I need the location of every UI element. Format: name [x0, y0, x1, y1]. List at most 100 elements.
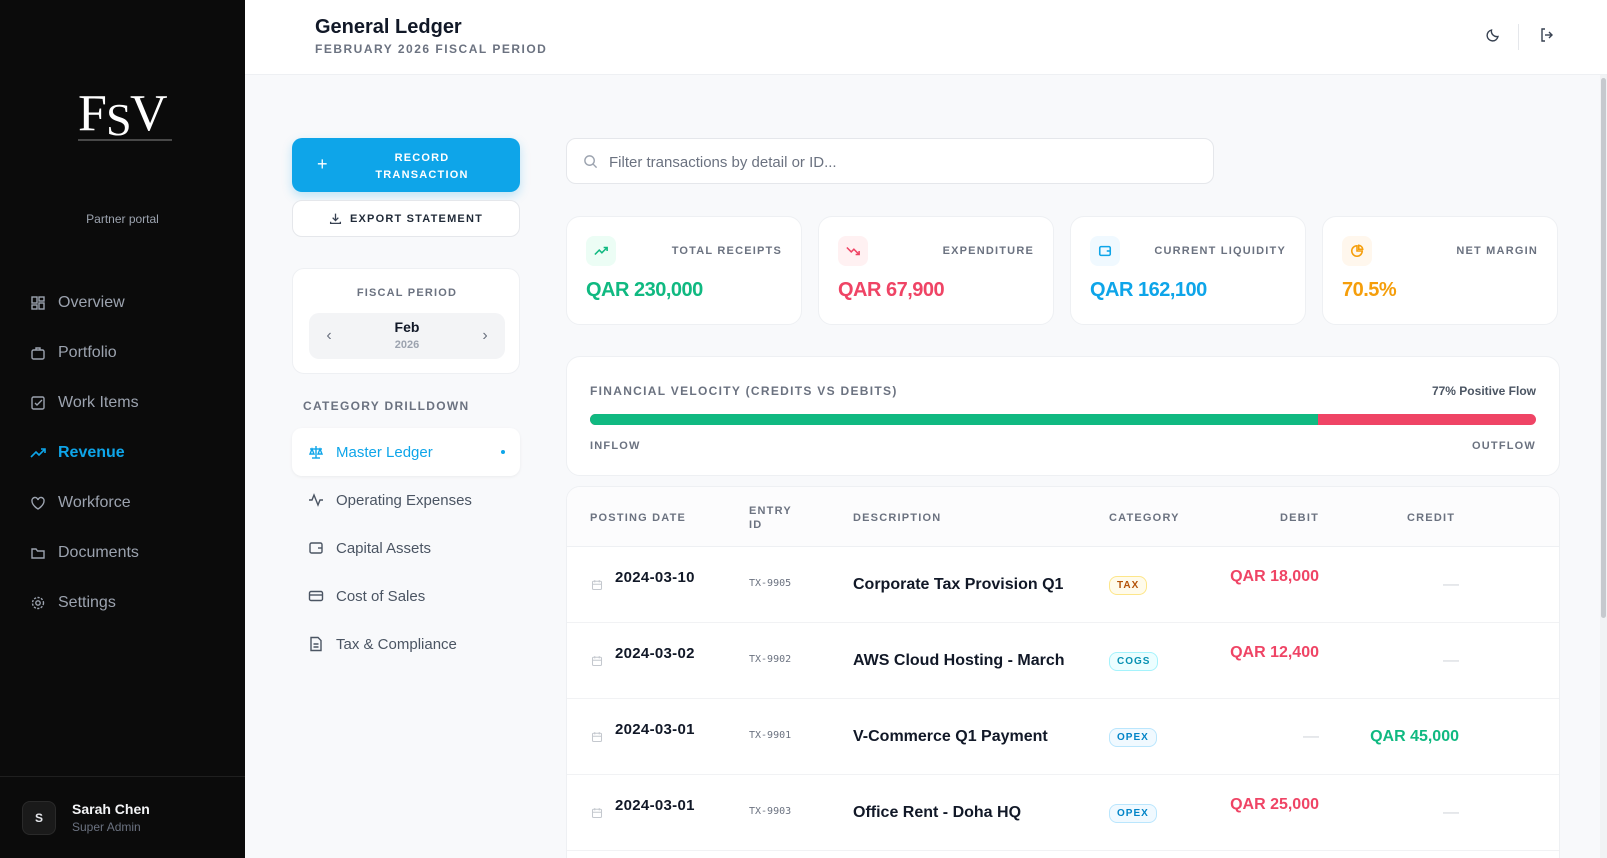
fiscal-period-label: FISCAL PERIOD [356, 287, 458, 299]
user-profile[interactable]: S Sarah Chen Super Admin [0, 776, 245, 858]
column-credit[interactable]: CREDIT [1407, 512, 1456, 524]
trending-up-icon [30, 445, 46, 461]
nav-label: Overview [58, 294, 125, 311]
record-transaction-button[interactable]: + RECORD TRANSACTION [292, 138, 520, 192]
ledger-table: POSTING DATE ENTRY ID DESCRIPTION CATEGO… [566, 486, 1560, 858]
credit-amount: QAR 45,000 [1370, 728, 1459, 745]
financial-velocity-card: FINANCIAL VELOCITY (CREDITS VS DEBITS) 7… [566, 356, 1560, 476]
prev-period-button[interactable]: ‹ [319, 326, 339, 346]
debit-amount: — [1303, 728, 1319, 745]
fiscal-month: Feb [394, 319, 420, 335]
table-row[interactable]: 2024-03-01 TX-9903 Office Rent - Doha HQ… [567, 775, 1559, 851]
calendar-icon [591, 806, 603, 824]
stat-card-expenditure: EXPENDITURE QAR 67,900 [818, 216, 1054, 325]
chevron-right-icon: › [482, 327, 488, 344]
nav-item-settings[interactable]: Settings [0, 578, 245, 628]
category-drilldown-label: CATEGORY DRILLDOWN [303, 399, 470, 413]
debit-amount: QAR 12,400 [1230, 644, 1319, 661]
stat-label: NET MARGIN [1456, 245, 1538, 257]
drill-item-tax-compliance[interactable]: Tax & Compliance [292, 620, 520, 668]
scale-icon [308, 444, 324, 460]
header-divider [1518, 24, 1519, 50]
category-badge: OPEX [1109, 728, 1157, 747]
briefcase-icon [30, 345, 46, 361]
nav-item-overview[interactable]: Overview [0, 278, 245, 328]
table-row[interactable]: 2024-03-02 TX-9902 AWS Cloud Hosting - M… [567, 623, 1559, 699]
nav-item-work-items[interactable]: Work Items [0, 378, 245, 428]
portal-label: Partner portal [86, 212, 159, 226]
category-badge: OPEX [1109, 804, 1157, 823]
posting-date: 2024-03-10 [615, 569, 695, 586]
user-name: Sarah Chen [72, 801, 150, 817]
entry-id: TX-9901 [749, 730, 792, 741]
outflow-label: OUTFLOW [1472, 440, 1536, 452]
record-transaction-label: RECORD TRANSACTION [375, 152, 469, 181]
export-statement-label: EXPORT STATEMENT [349, 212, 484, 225]
fiscal-period-picker: ‹ Feb 2026 › [309, 313, 505, 359]
company-logo[interactable]: F S V [70, 80, 180, 150]
stat-card-current-liquidity: CURRENT LIQUIDITY QAR 162,100 [1070, 216, 1306, 325]
svg-text:S: S [106, 94, 132, 145]
entry-id: TX-9905 [749, 578, 792, 589]
nav-item-portfolio[interactable]: Portfolio [0, 328, 245, 378]
nav-item-documents[interactable]: Documents [0, 528, 245, 578]
column-debit[interactable]: DEBIT [1280, 512, 1319, 524]
column-description[interactable]: DESCRIPTION [853, 512, 942, 524]
avatar: S [22, 800, 56, 835]
inflow-label: INFLOW [590, 440, 641, 452]
pie-chart-icon [1342, 236, 1372, 266]
active-indicator [501, 450, 505, 454]
search-icon [583, 154, 598, 174]
column-entry-id[interactable]: ENTRY ID [749, 505, 792, 531]
description: Office Rent - Doha HQ [853, 804, 1022, 821]
heart-icon [30, 495, 46, 511]
scrollbar-thumb[interactable] [1601, 78, 1606, 618]
top-header: General Ledger FEBRUARY 2026 FISCAL PERI… [245, 0, 1607, 75]
transaction-search [566, 138, 1214, 184]
velocity-title: FINANCIAL VELOCITY (CREDITS VS DEBITS) [590, 384, 898, 398]
drill-item-label: Master Ledger [336, 443, 433, 461]
drill-item-capital-assets[interactable]: Capital Assets [292, 524, 520, 572]
trending-up-icon [586, 236, 616, 266]
calendar-icon [591, 578, 603, 596]
nav-item-revenue[interactable]: Revenue [0, 428, 245, 478]
stat-label: TOTAL RECEIPTS [671, 245, 782, 257]
svg-text:V: V [130, 85, 168, 142]
category-badge: COGS [1109, 652, 1159, 671]
table-row[interactable]: 2024-03-10 TX-9905 Corporate Tax Provisi… [567, 547, 1559, 623]
column-category[interactable]: CATEGORY [1109, 512, 1180, 524]
positive-flow-label: 77% Positive Flow [1431, 384, 1536, 398]
activity-icon [308, 492, 324, 508]
credit-amount: — [1443, 652, 1459, 669]
description: Corporate Tax Provision Q1 [853, 576, 1064, 593]
debit-amount: QAR 18,000 [1230, 568, 1319, 585]
drill-item-operating-expenses[interactable]: Operating Expenses [292, 476, 520, 524]
next-period-button[interactable]: › [475, 326, 495, 346]
grid-icon [30, 295, 46, 311]
search-input[interactable] [609, 149, 1199, 175]
download-icon [329, 212, 342, 225]
description: V-Commerce Q1 Payment [853, 728, 1048, 745]
nav-label: Settings [58, 594, 116, 611]
gear-icon [30, 595, 46, 611]
posting-date: 2024-03-02 [615, 645, 695, 662]
credit-card-icon [308, 588, 324, 604]
export-statement-button[interactable]: EXPORT STATEMENT [292, 200, 520, 237]
theme-toggle-button[interactable] [1482, 26, 1504, 48]
stat-value: QAR 67,900 [838, 279, 945, 301]
table-row[interactable]: 2024-03-01 TX-9901 V-Commerce Q1 Payment… [567, 699, 1559, 775]
entry-id: TX-9902 [749, 654, 792, 665]
credit-amount: — [1443, 576, 1459, 593]
drill-item-master-ledger[interactable]: Master Ledger [292, 428, 520, 476]
wallet-icon [1090, 236, 1120, 266]
column-posting-date[interactable]: POSTING DATE [590, 512, 687, 524]
logout-button[interactable] [1536, 26, 1558, 48]
stat-label: CURRENT LIQUIDITY [1154, 245, 1286, 257]
nav-item-workforce[interactable]: Workforce [0, 478, 245, 528]
drill-item-label: Operating Expenses [336, 491, 472, 509]
drill-item-cost-of-sales[interactable]: Cost of Sales [292, 572, 520, 620]
nav-label: Workforce [58, 494, 131, 511]
fiscal-period-card: FISCAL PERIOD ‹ Feb 2026 › [292, 268, 520, 374]
wallet-icon [308, 540, 324, 556]
nav-label: Work Items [58, 394, 139, 411]
